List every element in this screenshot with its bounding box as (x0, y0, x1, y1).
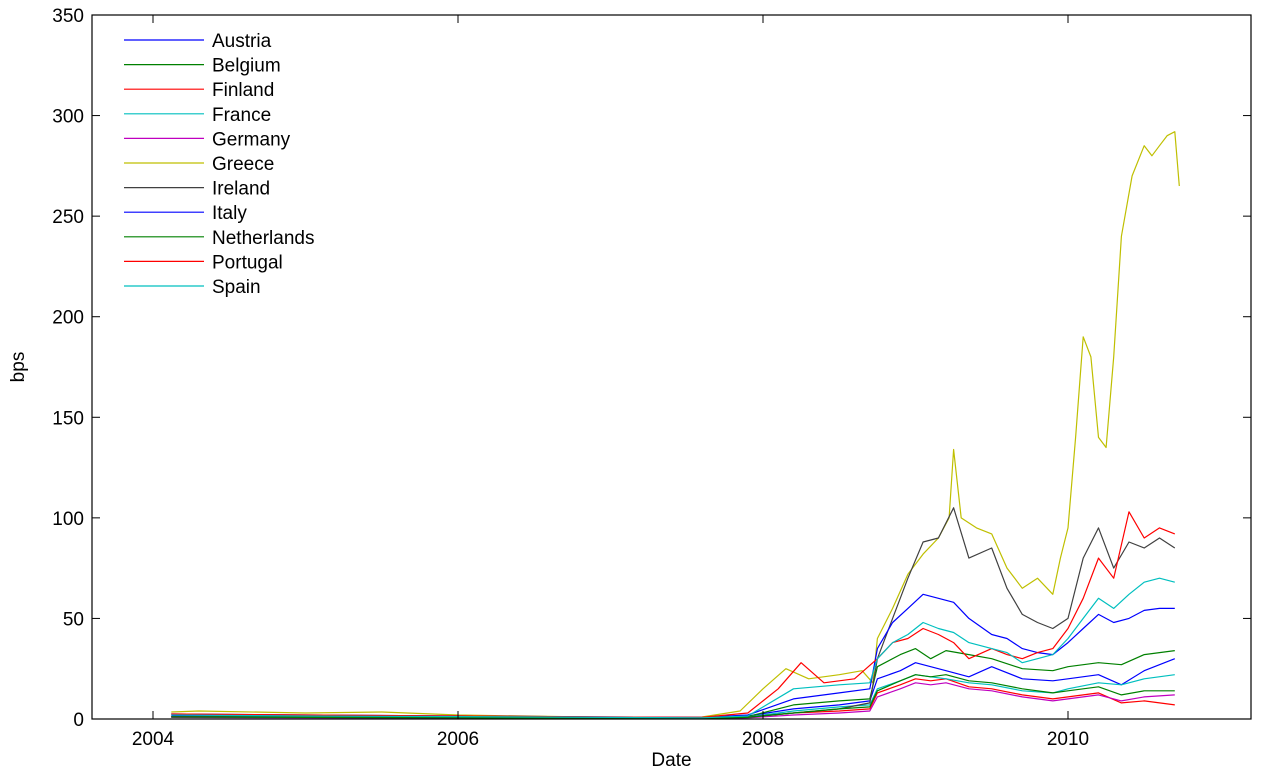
legend-item-portugal: Portugal (124, 252, 283, 273)
legend-item-finland: Finland (124, 80, 274, 101)
x-tick-label: 2008 (742, 729, 784, 750)
ticks-layer: 0 50 100 150 200 250 300 350 2004 2006 2008 2010 (52, 6, 1251, 750)
y-tick-label: 350 (52, 6, 84, 27)
y-tick-label: 150 (52, 408, 84, 429)
series-line-portugal (171, 511, 1176, 719)
x-tick-label: 2004 (132, 729, 175, 750)
x-tick-label: 2006 (437, 729, 479, 750)
legend-item-austria: Austria (124, 31, 272, 52)
legend-item-belgium: Belgium (124, 56, 281, 77)
legend-label: Austria (212, 31, 272, 52)
legend-label: Portugal (212, 252, 283, 273)
series-line-spain (171, 577, 1175, 719)
series-line-netherlands (171, 674, 1175, 720)
y-tick-label: 50 (63, 609, 84, 630)
legend-item-france: France (124, 105, 271, 126)
legend-label: Belgium (212, 56, 281, 77)
y-axis-title: bps (8, 352, 29, 383)
series-line-ireland (171, 507, 1176, 719)
legend-item-spain: Spain (124, 277, 261, 298)
legend-label: Finland (212, 80, 274, 101)
series-line-belgium (171, 647, 1175, 720)
legend-item-greece: Greece (124, 154, 274, 175)
y-tick-label: 300 (52, 107, 84, 128)
series-line-greece (171, 131, 1180, 719)
y-tick-label: 200 (52, 308, 84, 329)
legend-item-italy: Italy (124, 203, 247, 224)
x-tick-label: 2010 (1047, 729, 1089, 750)
legend: Austria Belgium Finland France Germany Greece… (124, 31, 314, 298)
legend-label: Greece (212, 154, 274, 175)
legend-label: Germany (212, 129, 291, 150)
x-axis-title: Date (651, 750, 691, 771)
y-tick-label: 250 (52, 207, 84, 228)
series-line-france (171, 674, 1175, 720)
legend-label: Ireland (212, 179, 270, 200)
legend-item-ireland: Ireland (124, 179, 270, 200)
legend-label: Italy (212, 203, 247, 224)
legend-label: Spain (212, 277, 261, 298)
y-tick-label: 100 (52, 509, 84, 530)
plot-frame (91, 14, 1252, 720)
series-layer (171, 131, 1180, 720)
legend-label: France (212, 105, 271, 126)
y-tick-label: 0 (73, 710, 84, 731)
legend-label: Netherlands (212, 228, 314, 249)
legend-item-germany: Germany (124, 129, 291, 150)
legend-item-netherlands: Netherlands (124, 228, 314, 249)
series-line-austria (171, 658, 1176, 719)
series-line-italy (171, 593, 1175, 719)
